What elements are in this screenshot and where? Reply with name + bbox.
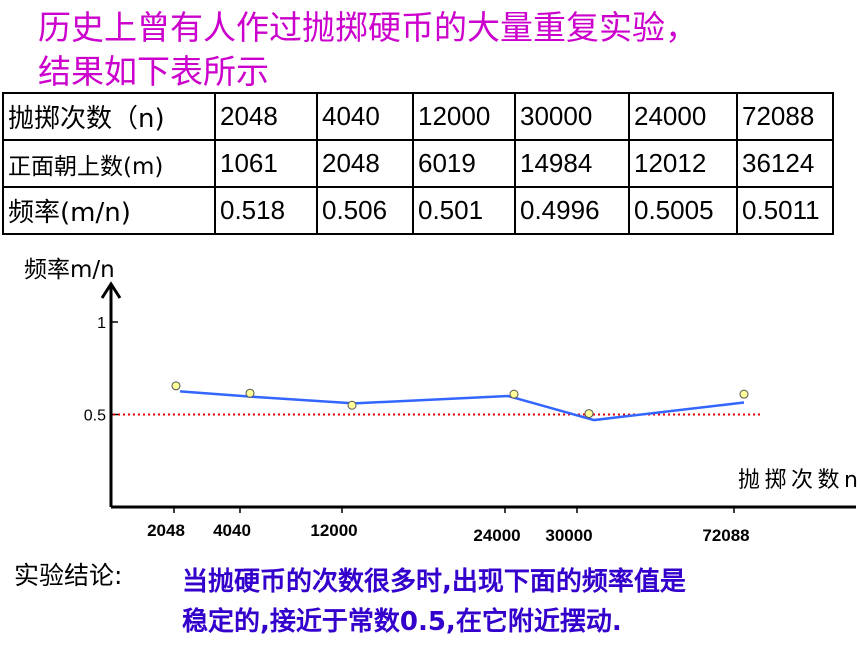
conclusion-line-1: 当抛硬币的次数很多时,出现下面的频率值是	[182, 567, 686, 597]
conclusion-line-2: 稳定的,接近于常数0.5,在它附近摆动.	[182, 607, 622, 637]
table-cell: 2048	[214, 92, 318, 141]
x-tick-label: 12000	[310, 521, 357, 540]
y-tick-label: 0.5	[84, 408, 106, 425]
table-cell: 72088	[736, 92, 834, 141]
table-cell: 1061	[214, 139, 318, 188]
chart-series	[113, 381, 762, 422]
x-tick-label: 4040	[213, 521, 251, 540]
x-tick-label: 24000	[473, 526, 520, 545]
table-cell: 0.518	[214, 186, 318, 235]
slide-title: 历史上曾有人作过抛掷硬币的大量重复实验， 结果如下表所示	[38, 6, 838, 94]
row-header-frequency: 频率(m/n)	[2, 186, 216, 235]
y-tick-label: 1	[97, 315, 106, 332]
title-line-1: 历史上曾有人作过抛掷硬币的大量重复实验，	[38, 8, 698, 47]
data-point-marker	[739, 389, 749, 399]
chart-labels: 1 0.5 2048 4040 12000 24000 30000 72088 抛掷次数n	[84, 315, 858, 545]
table-cell: 0.506	[316, 186, 414, 235]
results-table: 抛掷次数（n) 2048 4040 12000 30000 24000 7208…	[2, 92, 834, 235]
table-cell: 24000	[628, 92, 738, 141]
table-cell: 4040	[316, 92, 414, 141]
table-cell: 6019	[412, 139, 516, 188]
table-cell: 0.5005	[628, 186, 738, 235]
y-axis-arrow	[100, 281, 122, 299]
data-point-marker	[509, 389, 519, 399]
table-row-heads: 正面朝上数(m) 1061 2048 6019 14984 12012 3612…	[2, 139, 834, 188]
x-tick-label: 30000	[545, 526, 592, 545]
data-point-marker	[347, 400, 357, 410]
x-tick-label: 72088	[702, 526, 749, 545]
table-row-tosses: 抛掷次数（n) 2048 4040 12000 30000 24000 7208…	[2, 92, 834, 141]
frequency-line	[179, 390, 745, 422]
x-axis-label: 抛掷次数n	[738, 468, 858, 493]
row-header-tosses: 抛掷次数（n)	[2, 92, 216, 141]
conclusion-label: 实验结论:	[14, 561, 123, 590]
data-point-marker	[584, 409, 594, 419]
data-point-marker	[171, 381, 181, 391]
table-cell: 0.4996	[514, 186, 630, 235]
chart-ticks	[111, 321, 735, 513]
table-cell: 30000	[514, 92, 630, 141]
table-row-frequency: 频率(m/n) 0.518 0.506 0.501 0.4996 0.5005 …	[2, 186, 834, 235]
table-cell: 36124	[736, 139, 834, 188]
table-cell: 0.5011	[736, 186, 834, 235]
table-cell: 12012	[628, 139, 738, 188]
table-cell: 0.501	[412, 186, 516, 235]
row-header-heads: 正面朝上数(m)	[2, 139, 216, 188]
table-cell: 14984	[514, 139, 630, 188]
table-cell: 2048	[316, 139, 414, 188]
data-point-marker	[245, 388, 255, 398]
chart-axes	[100, 281, 856, 509]
table-cell: 12000	[412, 92, 516, 141]
y-axis-label: 频率m/n	[24, 257, 115, 283]
conclusion-text: 当抛硬币的次数很多时,出现下面的频率值是 稳定的,接近于常数0.5,在它附近摆动…	[182, 562, 852, 642]
x-tick-label: 2048	[147, 521, 185, 540]
title-line-2: 结果如下表所示	[38, 52, 269, 91]
